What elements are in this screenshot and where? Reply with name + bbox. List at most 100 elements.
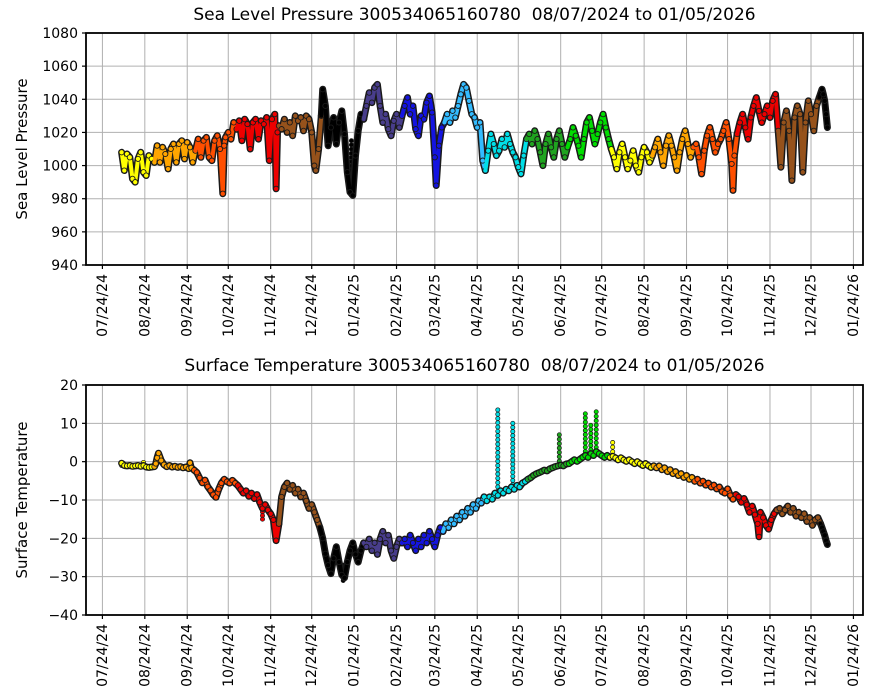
data-point-marker bbox=[377, 536, 384, 543]
spike-dot bbox=[593, 409, 599, 415]
data-point-marker bbox=[426, 528, 433, 535]
data-point-marker bbox=[463, 84, 470, 91]
y-tick-label: 1060 bbox=[42, 59, 78, 75]
data-point-marker bbox=[520, 152, 527, 159]
data-point-marker bbox=[165, 165, 172, 172]
spike-dot bbox=[495, 467, 501, 473]
data-point-marker bbox=[742, 124, 749, 131]
data-point-marker bbox=[729, 496, 737, 503]
data-point-marker bbox=[158, 457, 165, 464]
data-point-marker bbox=[799, 169, 806, 176]
data-point-marker bbox=[580, 136, 587, 143]
data-point-marker bbox=[594, 131, 601, 138]
y-tick-label: −30 bbox=[48, 570, 78, 586]
data-point-marker bbox=[679, 136, 686, 143]
data-point-marker bbox=[731, 152, 738, 159]
data-point-marker bbox=[426, 92, 433, 100]
spike-dot bbox=[588, 422, 594, 428]
data-point-marker bbox=[682, 127, 689, 134]
spike-dot bbox=[495, 433, 501, 439]
data-point-marker bbox=[676, 149, 683, 156]
data-point-marker bbox=[721, 490, 728, 497]
spike-dot bbox=[556, 449, 562, 455]
data-point-marker bbox=[344, 559, 351, 566]
y-tick-label: −40 bbox=[48, 608, 78, 624]
data-point-marker bbox=[586, 114, 593, 121]
data-point-marker bbox=[755, 107, 763, 114]
data-point-marker bbox=[512, 154, 519, 161]
data-point-marker bbox=[305, 116, 313, 123]
data-point-marker bbox=[263, 114, 270, 121]
data-point-marker bbox=[438, 124, 445, 131]
spike-dot bbox=[588, 426, 594, 432]
data-point-marker bbox=[208, 157, 215, 164]
spike-dot bbox=[510, 477, 516, 483]
data-point-marker bbox=[379, 119, 386, 126]
spike-dot bbox=[495, 480, 501, 486]
data-point-marker bbox=[193, 469, 200, 476]
data-point-marker bbox=[474, 124, 481, 131]
data-point-marker bbox=[714, 140, 722, 148]
data-point-marker bbox=[801, 510, 808, 517]
spike-dot bbox=[582, 436, 588, 442]
data-point-marker bbox=[754, 520, 761, 527]
data-point-marker bbox=[507, 140, 514, 148]
spike-dot bbox=[610, 444, 616, 450]
temperature-chart-title: Surface Temperature 300534065160780 08/0… bbox=[184, 356, 765, 376]
pressure-y-axis-label: Sea Level Pressure bbox=[13, 78, 31, 220]
data-point-marker bbox=[749, 503, 756, 510]
data-point-marker bbox=[824, 124, 831, 131]
data-point-marker bbox=[704, 132, 711, 139]
spike-dot bbox=[593, 413, 599, 419]
x-tick-label: 07/24/24 bbox=[95, 274, 111, 337]
x-tick-label: 10/24/25 bbox=[720, 274, 736, 337]
spike-dot bbox=[556, 445, 562, 451]
data-point-marker bbox=[341, 574, 348, 581]
data-point-marker bbox=[597, 119, 604, 126]
spike-dot bbox=[510, 465, 516, 471]
spike-dot bbox=[260, 516, 265, 522]
data-point-marker bbox=[652, 144, 659, 151]
data-point-marker bbox=[671, 154, 678, 161]
y-tick-label: 1080 bbox=[42, 26, 78, 42]
spike-dot bbox=[510, 449, 516, 455]
data-point-marker bbox=[740, 495, 748, 502]
series-line bbox=[400, 525, 445, 553]
data-point-marker bbox=[418, 543, 425, 550]
spike-dot bbox=[495, 445, 501, 451]
spike-dot bbox=[593, 440, 599, 446]
data-point-marker bbox=[578, 154, 585, 161]
data-point-marker bbox=[814, 514, 821, 521]
data-point-marker bbox=[186, 459, 194, 466]
data-point-marker bbox=[504, 131, 511, 138]
data-point-marker bbox=[431, 154, 438, 161]
x-tick-label: 02/24/25 bbox=[389, 274, 405, 337]
x-tick-label: 09/24/24 bbox=[180, 274, 196, 337]
spike-dot bbox=[495, 463, 501, 468]
x-tick-label: 03/24/25 bbox=[427, 624, 443, 687]
data-point-marker bbox=[818, 86, 826, 93]
data-point-marker bbox=[542, 140, 549, 148]
data-point-marker bbox=[698, 170, 705, 177]
data-point-marker bbox=[684, 140, 691, 148]
data-point-marker bbox=[377, 102, 384, 109]
data-point-marker bbox=[465, 97, 473, 104]
y-tick-label: 0 bbox=[69, 455, 78, 471]
data-point-marker bbox=[760, 514, 767, 521]
data-point-marker bbox=[613, 165, 620, 172]
data-point-marker bbox=[534, 136, 541, 143]
data-point-marker bbox=[794, 102, 801, 109]
data-point-marker bbox=[777, 164, 784, 171]
x-tick-label: 04/24/25 bbox=[470, 624, 486, 687]
spike-dot bbox=[582, 432, 588, 438]
data-point-marker bbox=[238, 137, 245, 144]
data-point-marker bbox=[248, 490, 255, 497]
data-point-marker bbox=[638, 154, 645, 161]
x-tick-label: 01/24/25 bbox=[347, 624, 363, 687]
data-point-marker bbox=[341, 131, 348, 138]
y-tick-label: −10 bbox=[48, 493, 78, 509]
data-point-marker bbox=[712, 149, 719, 156]
spike-dot bbox=[582, 444, 588, 450]
data-point-marker bbox=[600, 111, 607, 118]
data-point-marker bbox=[494, 492, 501, 499]
